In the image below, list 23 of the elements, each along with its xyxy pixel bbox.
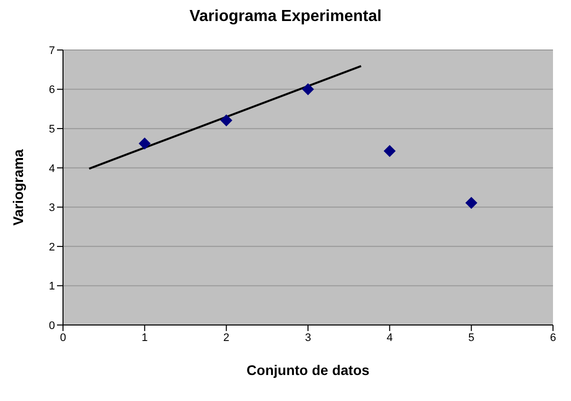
chart-title: Variograma Experimental [188, 8, 383, 27]
y-tick-label: 6 [48, 84, 55, 96]
y-tick-label: 5 [48, 123, 55, 136]
y-tick-label: 7 [48, 44, 55, 57]
y-tick-label: 2 [48, 241, 55, 254]
x-tick-label: 0 [60, 332, 66, 344]
y-tick-label: 1 [48, 280, 55, 293]
x-tick-label: 2 [223, 332, 230, 344]
point [465, 196, 478, 209]
point [138, 138, 151, 150]
y-axis-title: Variograma [10, 149, 26, 226]
x-axis-title: Conjunto de datos [246, 362, 370, 378]
y-tick-label: 3 [48, 202, 55, 214]
point [302, 83, 314, 96]
x-tick-label: 5 [468, 332, 474, 344]
x-tick-label: 4 [386, 332, 393, 344]
y-tick-label: 0 [48, 320, 55, 332]
y-tick-label: 4 [48, 162, 55, 175]
point [220, 114, 232, 126]
point [384, 144, 396, 157]
x-tick-label: 3 [304, 332, 312, 344]
x-tick-label: 1 [142, 332, 148, 344]
x-tick-label: 6 [550, 332, 556, 344]
